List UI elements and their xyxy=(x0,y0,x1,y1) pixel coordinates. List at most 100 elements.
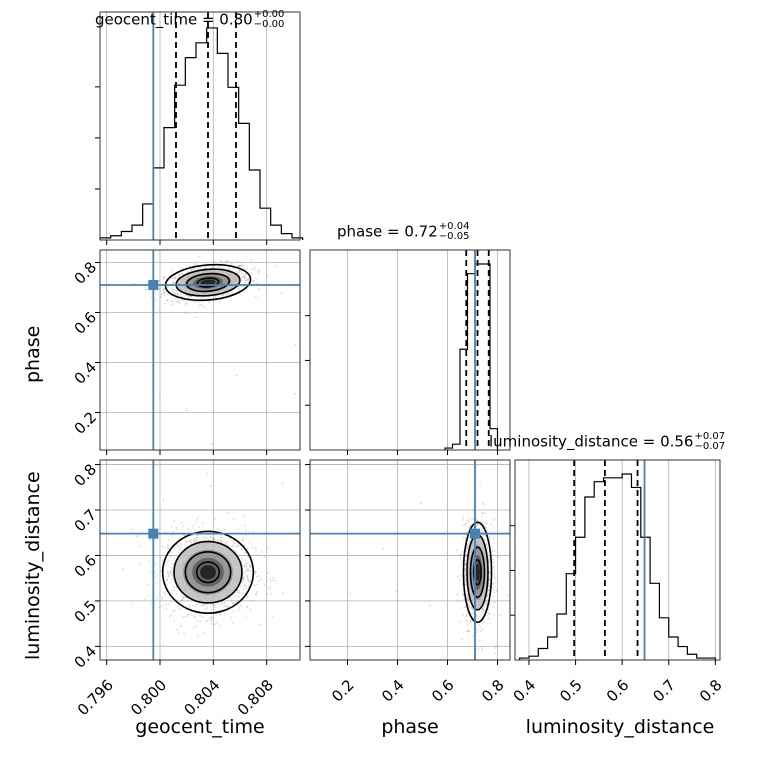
sample-point xyxy=(257,271,260,273)
sample-point xyxy=(482,512,484,515)
sample-point xyxy=(484,600,487,603)
sample-point xyxy=(252,599,255,602)
sample-point xyxy=(462,593,465,596)
sample-point xyxy=(176,629,178,631)
sample-point xyxy=(217,266,220,269)
sample-point xyxy=(243,576,246,578)
sample-point xyxy=(464,523,467,526)
sample-point xyxy=(181,272,184,275)
sample-point xyxy=(486,546,489,549)
sample-point xyxy=(462,516,465,518)
sample-point xyxy=(245,597,248,600)
x-tick-label: 0.6 xyxy=(428,676,458,706)
sample-point xyxy=(497,556,500,558)
sample-point xyxy=(244,273,247,276)
sample-point xyxy=(166,299,169,302)
sample-point xyxy=(266,572,269,574)
sample-point xyxy=(241,264,244,267)
sample-point xyxy=(216,602,219,605)
sample-point xyxy=(202,603,205,606)
sample-point xyxy=(258,273,260,276)
sample-point xyxy=(235,544,238,547)
sample-point xyxy=(218,529,221,532)
sample-point xyxy=(166,544,169,547)
sample-point xyxy=(188,606,191,609)
sample-point xyxy=(238,591,241,594)
sample-point xyxy=(255,592,258,595)
sample-point xyxy=(163,591,166,594)
sample-point xyxy=(245,551,247,554)
sample-point xyxy=(196,267,199,270)
sample-point xyxy=(237,272,240,275)
sample-point xyxy=(166,579,169,581)
sample-point xyxy=(239,264,242,267)
sample-point xyxy=(170,589,173,592)
sample-point xyxy=(164,564,167,567)
sample-point xyxy=(492,582,495,585)
sample-point xyxy=(247,578,250,581)
sample-point xyxy=(246,606,249,609)
sample-point xyxy=(247,580,250,583)
sample-point xyxy=(241,263,244,266)
sample-point xyxy=(222,294,225,297)
sample-point xyxy=(476,519,479,521)
panel-phase-lum-grid xyxy=(310,460,510,660)
truth-marker xyxy=(148,280,159,290)
sample-point xyxy=(240,604,243,607)
sample-point xyxy=(243,515,245,518)
hist-phase-step xyxy=(444,263,499,450)
sample-point xyxy=(177,545,180,548)
sample-point xyxy=(464,606,466,609)
sample-point xyxy=(249,608,252,611)
sample-point xyxy=(213,537,215,540)
sample-point xyxy=(486,594,489,597)
sample-point xyxy=(469,619,472,622)
sample-point xyxy=(234,549,236,552)
hist-luminosity-distance-step xyxy=(519,473,716,660)
sample-point xyxy=(178,273,181,276)
sample-point xyxy=(164,603,167,606)
sample-point xyxy=(240,548,243,551)
sample-point xyxy=(212,261,215,264)
sample-point xyxy=(191,268,193,270)
sample-point xyxy=(189,538,192,541)
sample-point xyxy=(193,538,196,540)
sample-point xyxy=(246,279,249,282)
sample-point xyxy=(471,607,474,610)
sample-point xyxy=(241,276,244,279)
sample-point xyxy=(479,481,481,484)
sample-point xyxy=(193,616,196,619)
sample-point xyxy=(158,279,160,282)
sample-point xyxy=(493,591,496,594)
sample-point xyxy=(164,276,166,279)
sample-point xyxy=(169,572,172,575)
sample-point xyxy=(467,624,469,627)
sample-point xyxy=(488,612,491,615)
sample-point xyxy=(488,557,491,560)
sample-point xyxy=(488,589,491,592)
sample-point xyxy=(466,546,469,549)
sample-point xyxy=(249,566,252,569)
sample-point xyxy=(225,293,228,296)
sample-point xyxy=(471,518,474,521)
sample-point xyxy=(210,618,212,621)
sample-point xyxy=(468,526,470,529)
sample-point xyxy=(178,631,181,634)
sample-point xyxy=(468,541,471,543)
sample-point xyxy=(245,564,248,567)
sample-point xyxy=(488,570,491,573)
sample-point xyxy=(248,566,251,569)
sample-point xyxy=(180,522,183,524)
sample-point xyxy=(232,602,235,605)
sample-point xyxy=(190,269,193,272)
sample-point xyxy=(477,623,480,626)
sample-point xyxy=(147,560,150,563)
sample-point xyxy=(246,577,249,580)
sample-point xyxy=(472,611,475,614)
sample-point xyxy=(482,523,485,526)
sample-point xyxy=(197,256,200,258)
sample-point xyxy=(242,579,245,582)
sample-point xyxy=(462,594,465,597)
sample-point xyxy=(476,523,479,526)
sample-point xyxy=(183,534,186,536)
